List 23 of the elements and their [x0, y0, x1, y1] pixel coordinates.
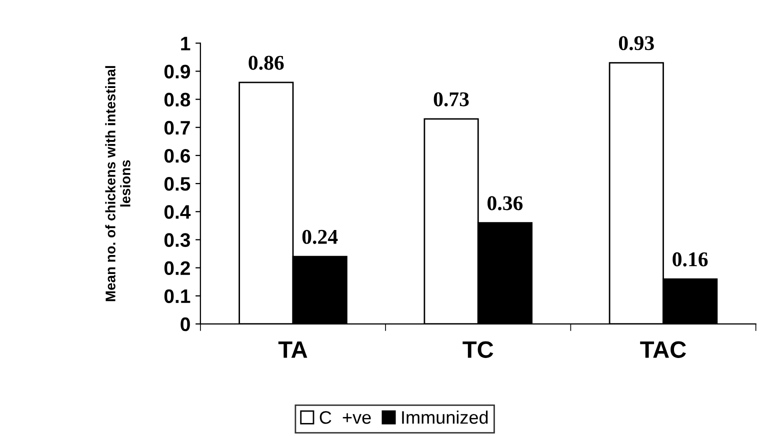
y-tick-label: 0.9 — [164, 64, 190, 78]
y-tick-label: 0.2 — [164, 261, 190, 276]
x-tick-label: TA — [278, 341, 308, 358]
y-tick-label: 0.1 — [164, 289, 190, 304]
data-label: 0.73 — [434, 92, 469, 106]
x-tick-label: TAC — [640, 341, 686, 358]
y-tick-label: 1 — [181, 36, 190, 50]
y-tick-label: 0.4 — [164, 205, 191, 219]
y-axis-title: Mean no. of chickens with intestinal lesions — [105, 66, 130, 302]
data-label: 0.86 — [248, 56, 284, 70]
legend-label: Immunized — [402, 410, 488, 424]
data-label: 0.16 — [672, 252, 708, 266]
y-tick-label: 0.7 — [164, 120, 190, 135]
y-tick-label: 0.8 — [164, 92, 190, 107]
data-label: 0.36 — [488, 196, 523, 210]
y-tick-label: 0.3 — [164, 233, 190, 247]
legend-label: C +ve — [320, 411, 371, 424]
y-tick-label: 0.6 — [164, 148, 190, 163]
x-tick-label: TC — [462, 341, 494, 358]
y-tick-label: 0 — [180, 317, 190, 332]
data-label: 0.93 — [618, 36, 654, 50]
data-label: 0.24 — [302, 230, 338, 244]
y-tick-label: 0.5 — [164, 177, 190, 191]
